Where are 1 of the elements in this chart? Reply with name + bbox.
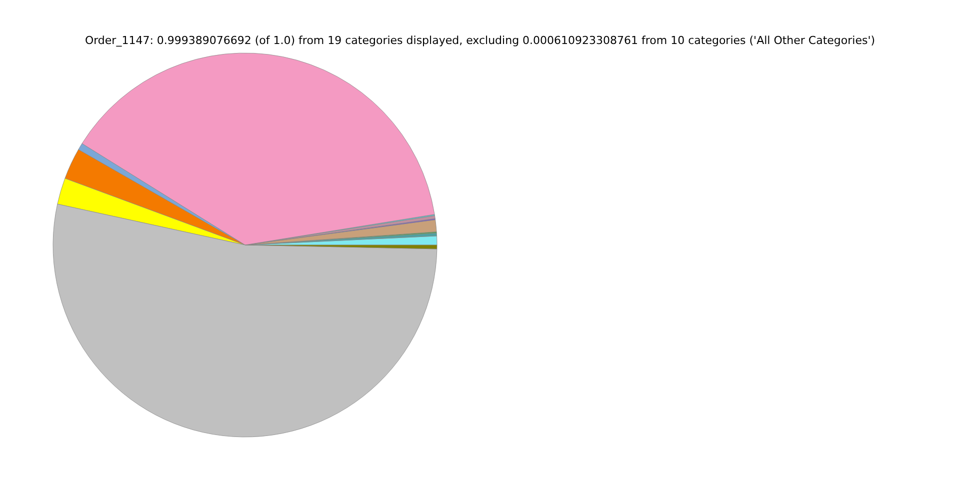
text: Order_1147: 0.999389076692 (of 1.0) from 19 categories displayed, excluding 0.000610923308761 from 10 categories ('All Other Categories') [84,34,876,47]
